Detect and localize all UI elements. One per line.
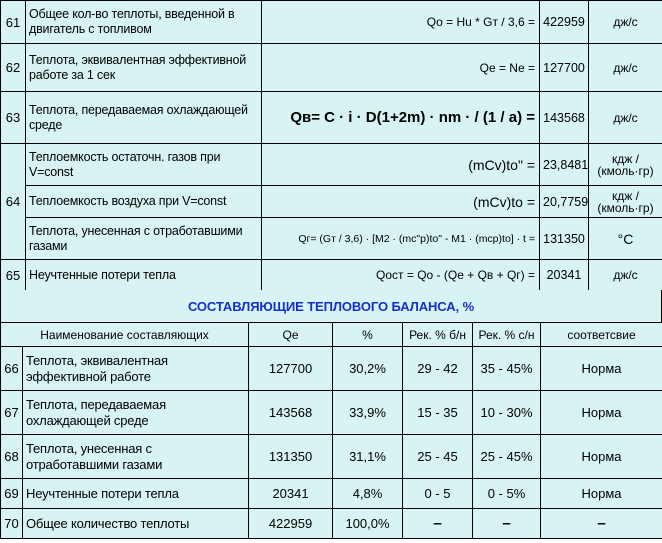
section-banner: СОСТАВЛЯЮЩИЕ ТЕПЛОВОГО БАЛАНСА, %: [0, 290, 662, 322]
row-description: Теплота, передаваемая охлаждающей среде: [25, 91, 262, 144]
table-row: 62 Теплота, эквивалентная эффективной ра…: [0, 43, 662, 92]
row-name: Теплота, эквивалентная эффективной работ…: [21, 346, 250, 391]
row-formula: (mCv)to" =: [261, 143, 540, 186]
row-rec-sn: 0 - 5%: [472, 478, 542, 509]
heat-balance-table: Наименование составляющих Qe % Рек. % б/…: [0, 322, 662, 539]
row-description: Теплоемкость воздуха при V=const: [25, 185, 262, 218]
table-row: 68 Теплота, унесенная с отработавшими га…: [0, 434, 662, 479]
row-value: 20,7759: [539, 185, 589, 218]
row-value: 422959: [539, 0, 589, 44]
row-name: Теплота, унесенная с отработавшими газам…: [21, 434, 250, 479]
row-rec-bn: 15 - 35: [402, 390, 474, 435]
row-number: 66: [0, 346, 23, 391]
row-unit: дж/с: [588, 43, 662, 92]
row-unit: дж/с: [588, 91, 662, 144]
row-description: Общее кол-во теплоты, введенной в двигат…: [25, 0, 262, 44]
table-row: 63 Теплота, передаваемая охлаждающей сре…: [0, 91, 662, 144]
row-status: –: [540, 508, 662, 539]
row-number: 68: [0, 434, 23, 479]
row-description: Теплота, унесенная с отработавшими газам…: [25, 217, 262, 260]
row-number: 62: [0, 43, 26, 92]
row-formula: (mCv)to =: [261, 185, 540, 218]
header-rec-sn: Рек. % с/н: [472, 322, 542, 347]
row-number: 69: [0, 478, 23, 509]
row-number: 64: [0, 143, 26, 260]
table-row: Теплота, унесенная с отработавшими газам…: [1, 217, 662, 260]
row-rec-bn: 0 - 5: [402, 478, 474, 509]
row-description: Теплота, эквивалентная эффективной работ…: [25, 43, 262, 92]
row-formula: Qг= (Gт / 3,6) · [M2 · (mc"p)to" - M1 · …: [261, 217, 540, 260]
row-number: 63: [0, 91, 26, 144]
row-percent: 31,1%: [332, 434, 404, 479]
row-rec-bn: 25 - 45: [402, 434, 474, 479]
row-rec-sn: 35 - 45%: [472, 346, 542, 391]
header-percent: %: [332, 322, 404, 347]
section-title: СОСТАВЛЯЮЩИЕ ТЕПЛОВОГО БАЛАНСА, %: [187, 298, 475, 314]
table-row: 61 Общее кол-во теплоты, введенной в дви…: [0, 0, 662, 44]
row-percent: 4,8%: [332, 478, 404, 509]
row-rec-bn: –: [402, 508, 474, 539]
row-unit: кдж / (кмоль·гр): [588, 143, 662, 186]
row-name: Теплота, передаваемая охлаждающей среде: [21, 390, 250, 435]
row-status: Норма: [540, 478, 662, 509]
row-qe: 131350: [248, 434, 334, 479]
row-qe: 127700: [248, 346, 334, 391]
row-percent: 100,0%: [332, 508, 404, 539]
row-rec-bn: 29 - 42: [402, 346, 474, 391]
row-value: 127700: [539, 43, 589, 92]
table-row: 67 Теплота, передаваемая охлаждающей сре…: [0, 390, 662, 435]
row-name: Неучтенные потери тепла: [21, 478, 250, 509]
table-row: 65 Неучтенные потери тепла Qост = Qo - (…: [0, 259, 662, 291]
row-percent: 30,2%: [332, 346, 404, 391]
header-name: Наименование составляющих: [0, 322, 250, 347]
header-row: Наименование составляющих Qe % Рек. % б/…: [0, 322, 662, 347]
row-value: 20341: [539, 259, 589, 291]
row-status: Норма: [540, 434, 662, 479]
row-value: 23,8481: [539, 143, 589, 186]
row-number: 61: [0, 0, 26, 44]
table-row: Теплоемкость воздуха при V=const (mCv)to…: [1, 185, 662, 218]
row-unit: дж/с: [588, 259, 662, 291]
row-formula: Qв= C · i · D(1+2m) · nm · / (1 / a) =: [261, 91, 540, 144]
row-number: 67: [0, 390, 23, 435]
row-formula: Qe = Ne =: [261, 43, 540, 92]
table-row: 64 Теплоемкость остаточн. газов при V=co…: [0, 143, 662, 260]
heat-calc-table: 61 Общее кол-во теплоты, введенной в дви…: [0, 0, 662, 291]
header-rec-bn: Рек. % б/н: [402, 322, 474, 347]
row-percent: 33,9%: [332, 390, 404, 435]
row-rec-sn: 10 - 30%: [472, 390, 542, 435]
header-qe: Qe: [248, 322, 334, 347]
header-status: соответсвие: [540, 322, 662, 347]
row-qe: 422959: [248, 508, 334, 539]
row-qe: 20341: [248, 478, 334, 509]
row-name: Общее количество теплоты: [21, 508, 250, 539]
row-value: 131350: [539, 217, 589, 260]
row-rec-sn: –: [472, 508, 542, 539]
row-value: 143568: [539, 91, 589, 144]
row-status: Норма: [540, 390, 662, 435]
row-formula: Qo = Hu * Gт / 3,6 =: [261, 0, 540, 44]
row-unit: дж/с: [588, 0, 662, 44]
table-row: 69 Неучтенные потери тепла 20341 4,8% 0 …: [0, 478, 662, 509]
row-number: 65: [0, 259, 26, 291]
row-number: 70: [0, 508, 23, 539]
row-rec-sn: 25 - 45%: [472, 434, 542, 479]
row-status: Норма: [540, 346, 662, 391]
row-qe: 143568: [248, 390, 334, 435]
table-row: 66 Теплота, эквивалентная эффективной ра…: [0, 346, 662, 391]
row-description: Теплоемкость остаточн. газов при V=const: [25, 143, 262, 186]
row-unit: кдж / (кмоль·гр): [588, 185, 662, 218]
table-row: 70 Общее количество теплоты 422959 100,0…: [0, 508, 662, 539]
row-unit: °C: [588, 217, 662, 260]
row-description: Неучтенные потери тепла: [25, 259, 262, 291]
row-formula: Qост = Qo - (Qe + Qв + Qг) =: [261, 259, 540, 291]
